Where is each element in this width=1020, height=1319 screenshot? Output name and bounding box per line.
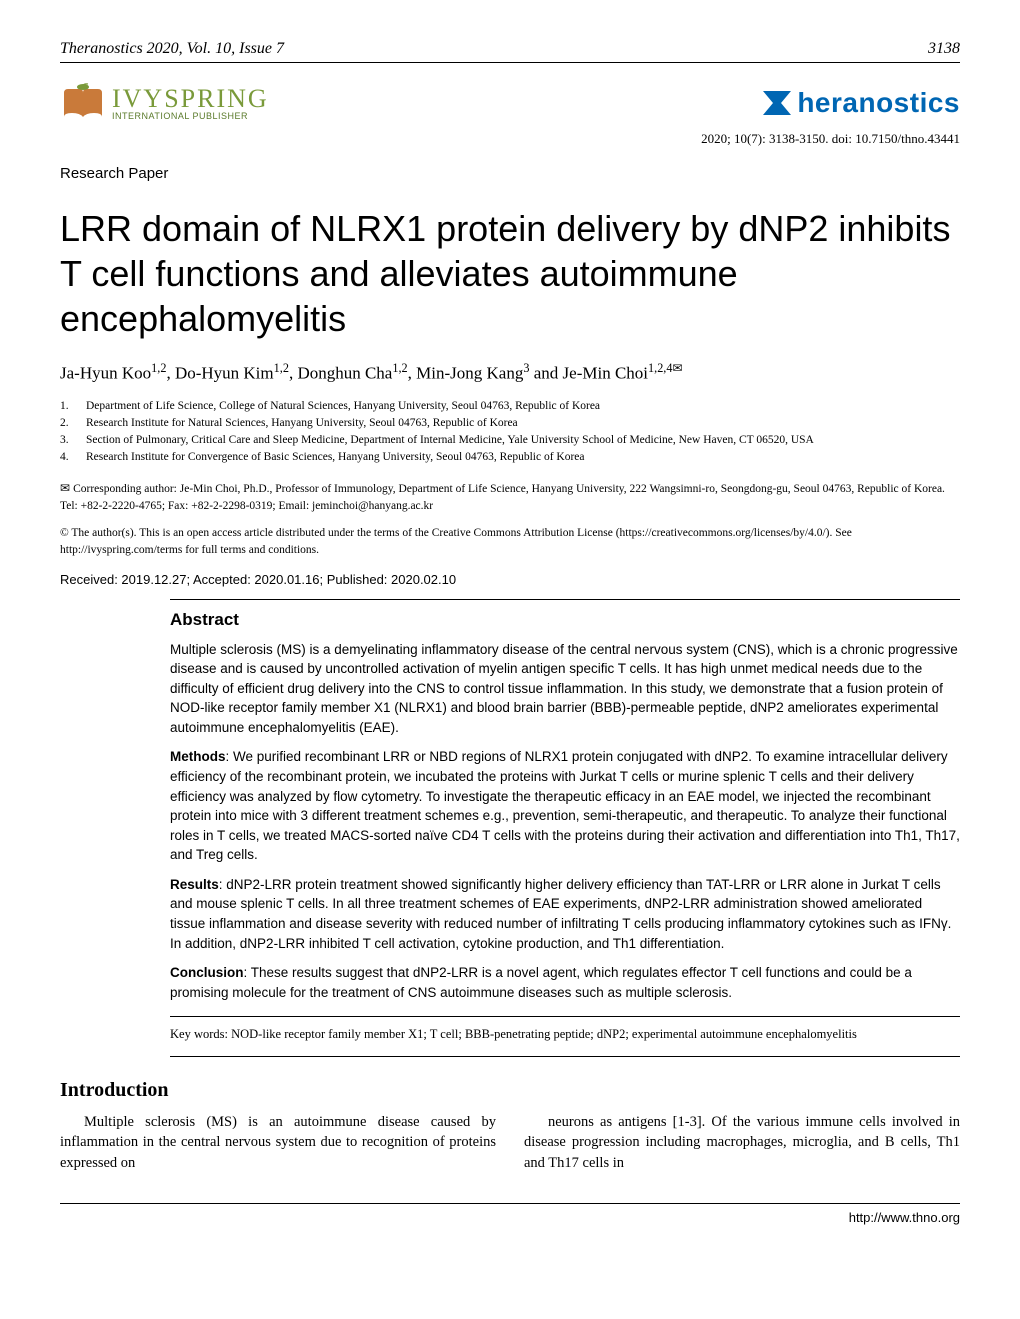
journal-issue: Theranostics 2020, Vol. 10, Issue 7 [60, 40, 284, 58]
ivyspring-logo: IVYSPRING INTERNATIONAL PUBLISHER [60, 83, 269, 123]
paper-type: Research Paper [60, 165, 960, 182]
abstract-para: Methods: We purified recombinant LRR or … [170, 747, 960, 864]
footer-url: http://www.thno.org [60, 1210, 960, 1225]
affil-text: Research Institute for Convergence of Ba… [86, 449, 585, 466]
theranostics-arrow-icon [761, 89, 793, 117]
authors: Ja-Hyun Koo1,2, Do-Hyun Kim1,2, Donghun … [60, 361, 960, 384]
affil-text: Department of Life Science, College of N… [86, 398, 600, 415]
body-column-left: Multiple sclerosis (MS) is an autoimmune… [60, 1112, 496, 1173]
affiliation-row: 1. Department of Life Science, College o… [60, 398, 960, 415]
abstract-heading: Abstract [170, 610, 960, 630]
intro-text-right: neurons as antigens [1-3]. Of the variou… [524, 1112, 960, 1173]
affiliation-row: 4. Research Institute for Convergence of… [60, 449, 960, 466]
affil-num: 2. [60, 415, 72, 432]
header-rule [60, 62, 960, 63]
page-number: 3138 [928, 40, 960, 58]
affiliations: 1. Department of Life Science, College o… [60, 398, 960, 467]
abstract-box: Abstract Multiple sclerosis (MS) is a de… [170, 599, 960, 1018]
corresponding-text: Corresponding author: Je-Min Choi, Ph.D.… [60, 483, 945, 512]
affil-num: 4. [60, 449, 72, 466]
affil-num: 1. [60, 398, 72, 415]
ivyspring-name: IVYSPRING [112, 86, 269, 112]
affil-text: Section of Pulmonary, Critical Care and … [86, 432, 814, 449]
body-columns: Multiple sclerosis (MS) is an autoimmune… [60, 1112, 960, 1173]
ivyspring-text: IVYSPRING INTERNATIONAL PUBLISHER [112, 86, 269, 121]
abstract-para: Conclusion: These results suggest that d… [170, 963, 960, 1002]
affil-num: 3. [60, 432, 72, 449]
article-title: LRR domain of NLRX1 protein delivery by … [60, 206, 960, 341]
footer-rule [60, 1203, 960, 1204]
body-column-right: neurons as antigens [1-3]. Of the variou… [524, 1112, 960, 1173]
intro-text-left: Multiple sclerosis (MS) is an autoimmune… [60, 1112, 496, 1173]
abstract-para: Multiple sclerosis (MS) is a demyelinati… [170, 640, 960, 738]
abstract-para: Results: dNP2-LRR protein treatment show… [170, 875, 960, 953]
theranostics-text: heranostics [797, 87, 960, 119]
ivyspring-subtitle: INTERNATIONAL PUBLISHER [112, 112, 269, 121]
affiliation-row: 3. Section of Pulmonary, Critical Care a… [60, 432, 960, 449]
section-heading-introduction: Introduction [60, 1079, 960, 1102]
running-header: Theranostics 2020, Vol. 10, Issue 7 3138 [60, 40, 960, 58]
affiliation-row: 2. Research Institute for Natural Scienc… [60, 415, 960, 432]
logos-row: IVYSPRING INTERNATIONAL PUBLISHER herano… [60, 83, 960, 123]
envelope-icon: ✉ [60, 481, 73, 495]
license-text: © The author(s). This is an open access … [60, 525, 960, 560]
article-dates: Received: 2019.12.27; Accepted: 2020.01.… [60, 572, 960, 587]
theranostics-logo: heranostics [761, 87, 960, 119]
affil-text: Research Institute for Natural Sciences,… [86, 415, 518, 432]
keywords: Key words: NOD-like receptor family memb… [170, 1017, 960, 1057]
corresponding-author: ✉ Corresponding author: Je-Min Choi, Ph.… [60, 479, 960, 516]
citation-line: 2020; 10(7): 3138-3150. doi: 10.7150/thn… [60, 131, 960, 147]
ivyspring-icon [60, 83, 106, 123]
